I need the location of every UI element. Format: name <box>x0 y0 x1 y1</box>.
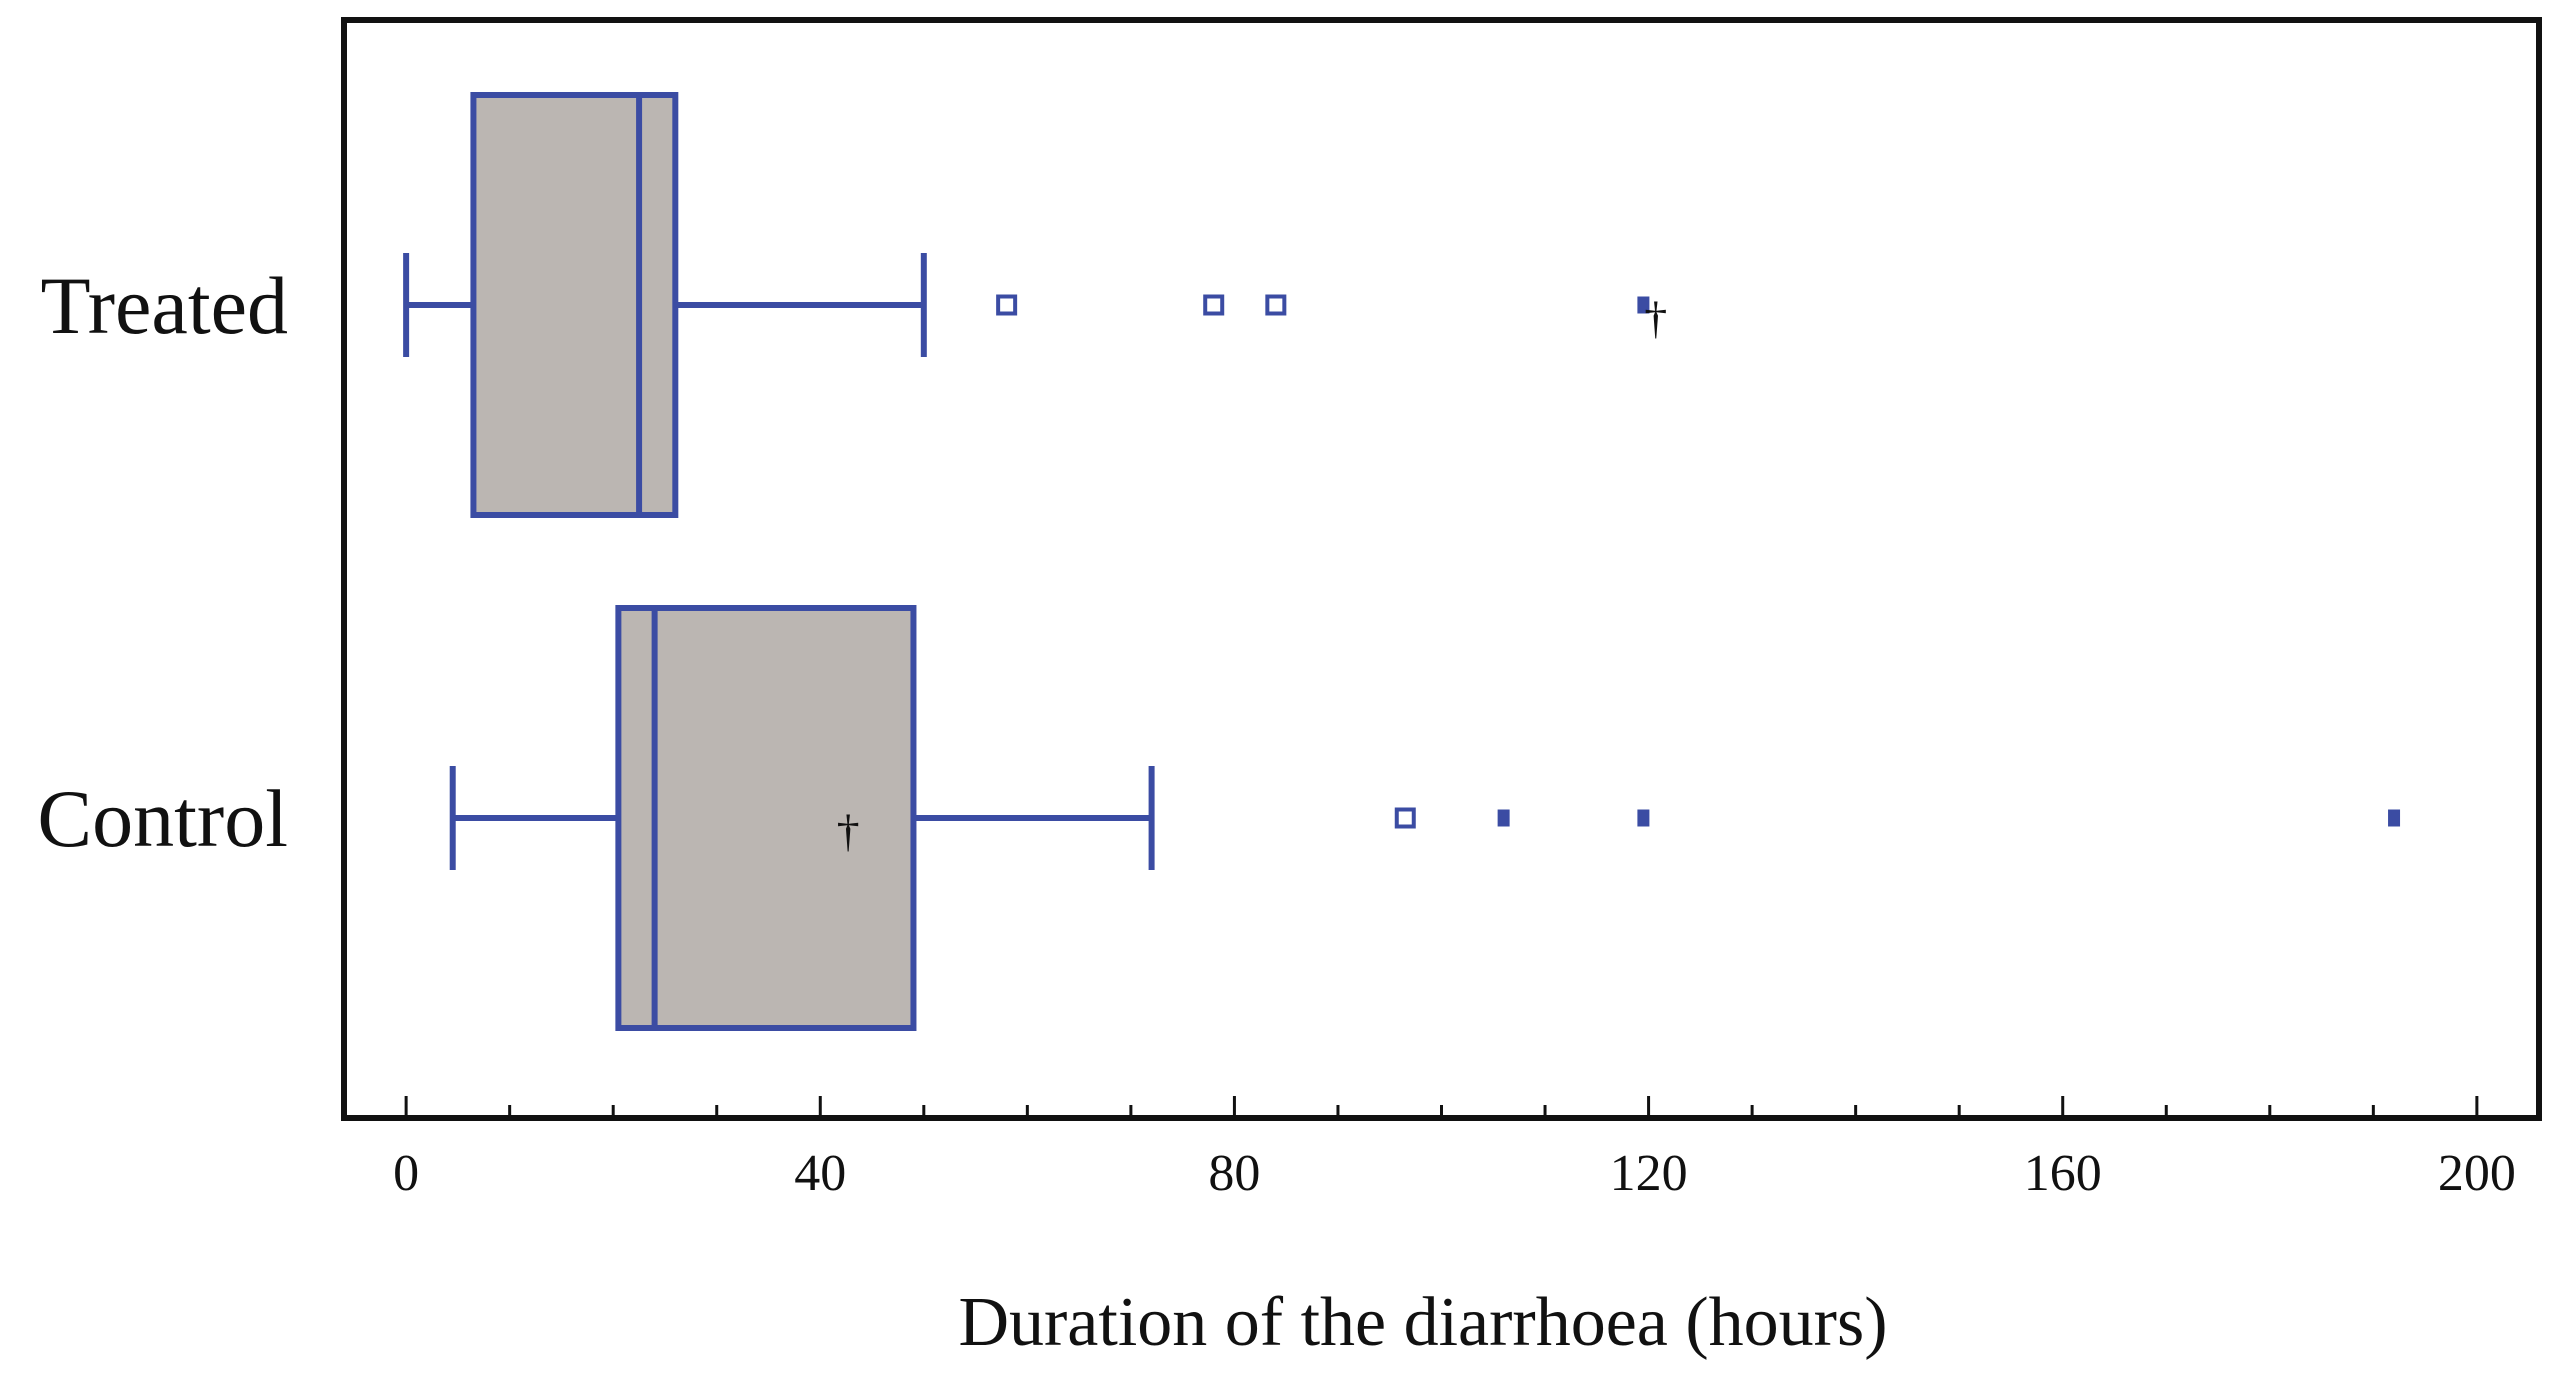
iqr-box <box>470 92 679 518</box>
far-outlier-point <box>1637 296 1650 314</box>
box-group-control: † <box>449 605 2401 1031</box>
x-axis: 0 40 80 120 160 200 <box>393 1096 2516 1202</box>
x-tick-label: 160 <box>2024 1145 2102 1202</box>
category-labels: Treated Control <box>37 260 288 864</box>
far-outlier-point <box>1637 809 1650 827</box>
mean-marker: † <box>1644 292 1667 343</box>
mean-marker: † <box>837 805 860 856</box>
outlier-point <box>1394 807 1416 829</box>
iqr-box <box>615 605 917 1031</box>
x-tick-label: 0 <box>393 1145 419 1202</box>
outlier-point <box>1265 294 1287 316</box>
x-tick-label: 120 <box>1610 1145 1688 1202</box>
category-label: Control <box>37 773 288 864</box>
far-outlier-point <box>2388 809 2401 827</box>
outlier-point <box>1203 294 1225 316</box>
far-outlier-point <box>1497 809 1510 827</box>
x-tick-label: 40 <box>794 1145 846 1202</box>
x-tick-label: 200 <box>2438 1145 2516 1202</box>
box-group-treated: † <box>403 92 1667 518</box>
x-axis-title: Duration of the diarrhoea (hours) <box>958 1284 1887 1361</box>
category-label: Treated <box>41 260 288 351</box>
x-tick-label: 80 <box>1208 1145 1260 1202</box>
outlier-point <box>996 294 1018 316</box>
box-series: †† <box>403 92 2401 1031</box>
